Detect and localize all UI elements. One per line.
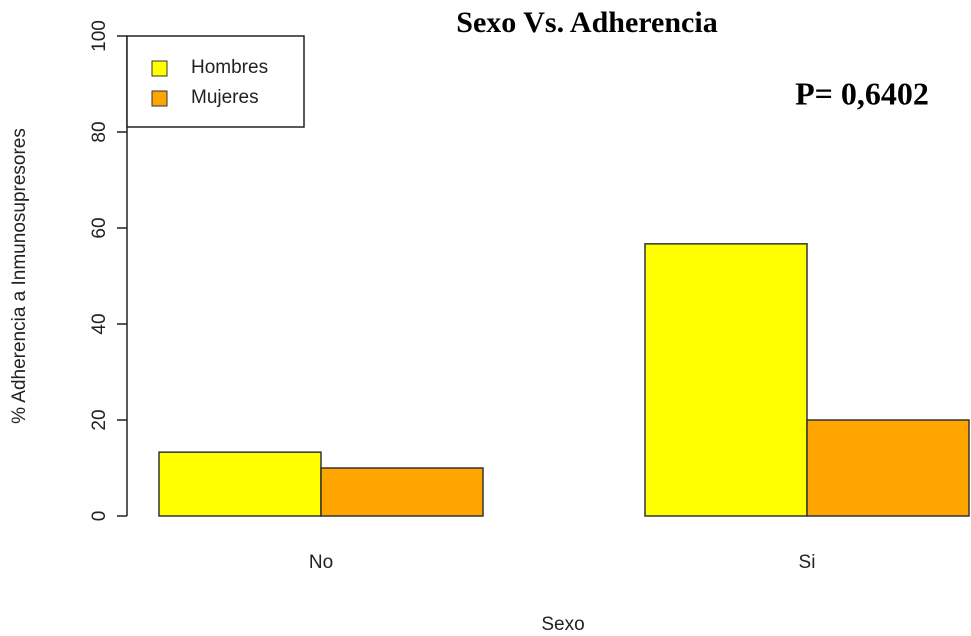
y-tick-label: 60 (89, 217, 110, 238)
y-tick-label: 80 (89, 121, 110, 142)
chart-title: Sexo Vs. Adherencia (456, 6, 717, 39)
legend-box (126, 35, 305, 128)
y-tick-label: 20 (89, 409, 110, 430)
legend-swatch (151, 60, 168, 77)
bar (644, 243, 808, 517)
y-tick-label: 100 (89, 20, 110, 52)
x-tick-label: Si (799, 552, 816, 573)
y-tick-label: 40 (89, 313, 110, 334)
legend-label: Hombres (191, 57, 268, 78)
bar (158, 451, 322, 517)
x-tick-label: No (309, 552, 333, 573)
legend-swatch (151, 90, 168, 107)
annotation: P= 0,6402 (795, 75, 929, 111)
y-tick-label: 0 (89, 511, 110, 522)
legend-label: Mujeres (191, 87, 259, 108)
x-axis-label: Sexo (541, 614, 584, 635)
bar (320, 467, 484, 517)
y-axis-label: % Adherencia a Inmunosupresores (9, 128, 30, 424)
bar (806, 419, 970, 517)
